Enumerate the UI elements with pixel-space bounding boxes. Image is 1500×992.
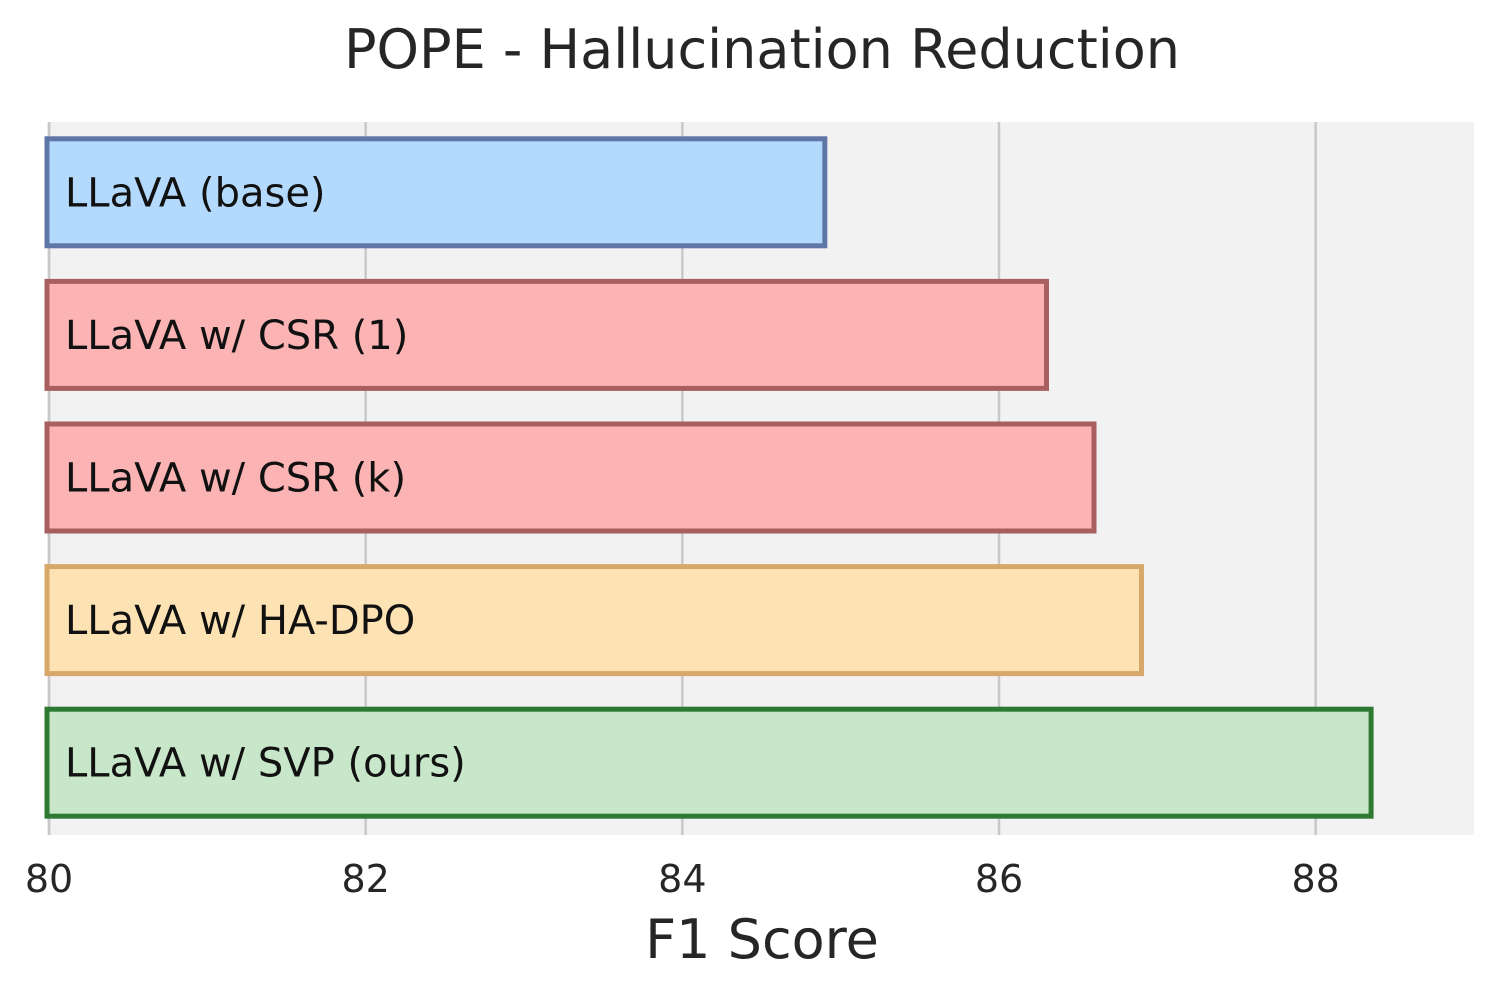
- bar-category-label: LLaVA w/ CSR (k): [65, 456, 406, 502]
- bar-category-label: LLaVA (base): [65, 170, 326, 216]
- bar: [44, 278, 1049, 391]
- x-tick-label: 80: [25, 857, 73, 901]
- bar-category-label: LLaVA w/ HA-DPO: [65, 598, 415, 644]
- x-tick-label: 86: [975, 857, 1023, 901]
- bar: [44, 564, 1144, 677]
- x-tick-label: 82: [341, 857, 389, 901]
- bar: [44, 136, 828, 249]
- bar-labels: LLaVA (base) LLaVA w/ CSR (1) LLaVA w/ CSR…: [65, 170, 466, 786]
- chart-title: POPE - Hallucination Reduction: [344, 18, 1180, 81]
- x-axis-label: F1 Score: [645, 908, 879, 971]
- x-tick-labels: 80 82 84 86 88: [25, 857, 1340, 901]
- bar-category-label: LLaVA w/ SVP (ours): [65, 741, 466, 787]
- bar: [44, 706, 1374, 819]
- bars: [44, 136, 1374, 819]
- bar: [44, 421, 1097, 534]
- bar-category-label: LLaVA w/ CSR (1): [65, 313, 408, 359]
- x-tick-label: 84: [658, 857, 706, 901]
- x-tick-label: 88: [1291, 857, 1339, 901]
